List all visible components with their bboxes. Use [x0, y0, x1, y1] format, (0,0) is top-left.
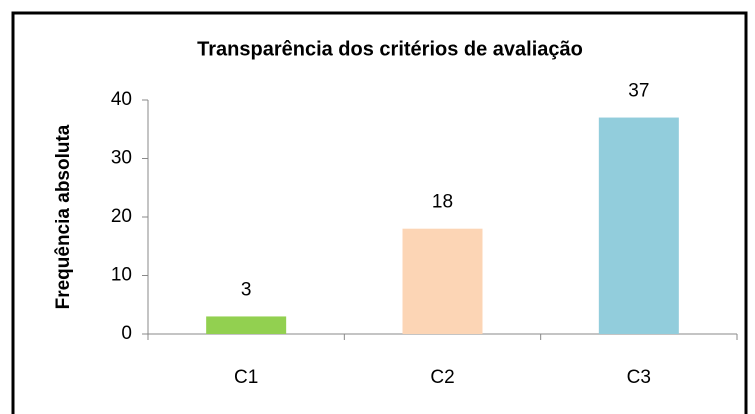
y-tick-label: 20	[111, 206, 132, 227]
x-tick-label: C2	[430, 367, 454, 388]
bar	[598, 117, 679, 334]
y-tick-label: 0	[121, 323, 132, 344]
y-axis-label: Frequência absoluta	[53, 124, 74, 309]
bar	[206, 316, 287, 334]
y-tick-label: 30	[111, 148, 132, 169]
y-tick-label: 10	[111, 265, 132, 286]
bar	[402, 228, 483, 334]
chart-title: Transparência dos critérios de avaliação	[197, 38, 583, 60]
x-tick-label: C3	[627, 367, 651, 388]
x-tick-label: C1	[234, 367, 258, 388]
data-label: 3	[241, 279, 252, 300]
y-tick-label: 40	[111, 89, 132, 110]
data-label: 37	[628, 81, 649, 102]
data-label: 18	[432, 192, 453, 213]
